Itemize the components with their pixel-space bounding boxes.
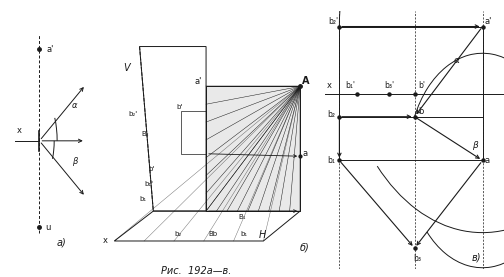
Text: b₂: b₂ [174,231,181,237]
Text: B₂: B₂ [142,131,150,137]
Text: u: u [45,223,51,232]
Text: a: a [484,156,489,165]
Text: в): в) [472,253,481,263]
Text: b₁: b₁ [240,231,247,237]
Text: x: x [327,81,332,90]
Text: Bb: Bb [208,231,218,237]
Text: B₁: B₁ [238,214,245,220]
Text: a: a [302,149,307,158]
Text: b₁': b₁' [345,81,355,90]
Text: b₁: b₁ [327,156,335,165]
Text: β: β [472,141,478,150]
Text: b₁: b₁ [140,196,147,202]
Text: б): б) [300,243,310,253]
Text: b₂': b₂' [128,111,137,117]
Text: b₂': b₂' [329,17,339,26]
Text: H: H [259,230,266,240]
Text: a': a' [195,77,202,86]
Text: α: α [454,56,460,65]
Text: b₃: b₃ [413,254,421,263]
Text: b': b' [418,81,425,90]
Text: β: β [72,157,77,166]
Text: x: x [103,237,108,245]
Text: A: A [302,76,310,86]
Text: b₃': b₃' [384,81,394,90]
Polygon shape [206,86,300,211]
Text: b₂: b₂ [327,110,335,119]
Text: а): а) [56,237,66,247]
Text: x: x [17,126,22,135]
Text: b': b' [149,166,155,172]
Text: b₁': b₁' [144,181,153,187]
Text: a': a' [484,17,492,26]
Text: α: α [72,101,78,110]
Text: b: b [418,107,423,116]
Text: b': b' [176,104,182,110]
Text: a': a' [46,45,54,54]
Text: Рис.  192а—в.: Рис. 192а—в. [161,266,232,276]
Text: V: V [123,63,130,73]
